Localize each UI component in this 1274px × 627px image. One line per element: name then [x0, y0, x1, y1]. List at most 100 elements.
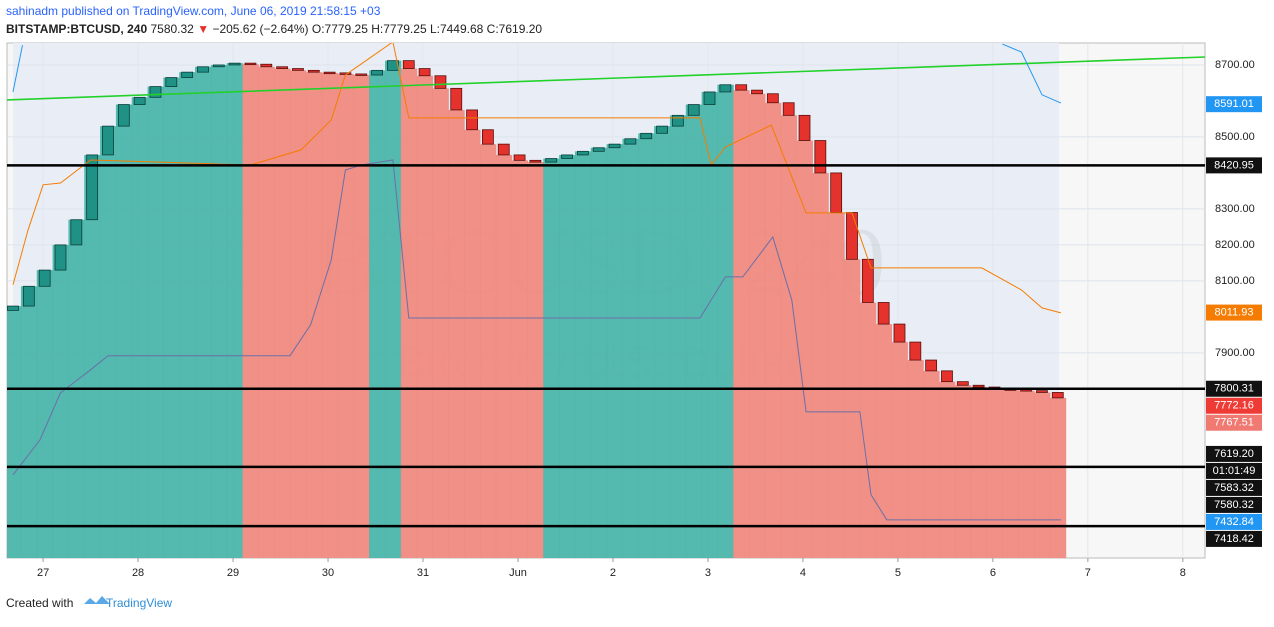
price-label: 01:01:49 [1213, 465, 1256, 477]
candle-body [165, 77, 178, 87]
footer-created: Created with [6, 596, 73, 610]
price-label-box [1206, 304, 1262, 321]
area-segment [163, 77, 180, 558]
candle-body [70, 219, 83, 246]
area-segment [1002, 389, 1019, 558]
candle-body [7, 305, 19, 311]
candle-body [529, 159, 542, 163]
area-segment [464, 129, 481, 558]
candle-body [482, 129, 494, 145]
area-segment [970, 387, 988, 558]
candle-body [355, 73, 368, 76]
area-segment [1049, 397, 1067, 558]
x-tick-label: Jun [509, 567, 527, 579]
area-segment [1018, 390, 1035, 558]
candle-body [972, 384, 985, 388]
candle-layer [7, 60, 1064, 399]
candle-body [592, 147, 605, 152]
symbol: BITSTAMP:BTCUSD, 240 [6, 22, 147, 36]
y-tick-label: 8200.00 [1215, 239, 1255, 251]
x-tick-label: 27 [37, 567, 49, 579]
price-label-box [1206, 479, 1262, 496]
area-segment [590, 147, 608, 558]
change: −205.62 (−2.64%) [212, 22, 308, 36]
candle-body [228, 62, 241, 66]
candle-body [561, 154, 573, 159]
area-segment [1034, 392, 1051, 558]
candle-body [846, 212, 858, 260]
candle-body [576, 150, 589, 156]
x-tick-label: 6 [990, 567, 996, 579]
candle-body [703, 91, 716, 105]
overlay-line [12, 43, 1062, 314]
area-segment [179, 72, 196, 558]
price-label-box [1206, 397, 1262, 414]
area-segment [923, 370, 940, 558]
area-segment [986, 388, 1003, 558]
area-segment [84, 154, 101, 558]
candle-body [418, 68, 431, 77]
x-tick-label: 28 [132, 567, 144, 579]
x-tick-label: 8 [1180, 567, 1186, 579]
candle-body [1051, 392, 1064, 399]
area-segment [369, 70, 386, 558]
candle-body [893, 323, 906, 343]
area-segment [400, 68, 418, 558]
candle-body [323, 71, 336, 75]
publisher-text: sahinadm published on TradingView.com, J… [6, 4, 381, 18]
price-label-box [1206, 157, 1262, 174]
candle-body [117, 104, 130, 127]
area-segment [385, 60, 402, 558]
header: sahinadm published on TradingView.com, J… [6, 4, 542, 36]
x-tick-label: 4 [800, 567, 806, 579]
x-tick-label: 29 [227, 567, 239, 579]
candle-body [307, 69, 320, 73]
price-label-box [1206, 414, 1262, 431]
price-label: 7772.16 [1214, 400, 1254, 412]
x-tick-label: 7 [1085, 567, 1091, 579]
candle-body [260, 63, 273, 68]
price-label-box [1206, 380, 1262, 397]
candle-body [608, 143, 621, 149]
candle-body [925, 359, 938, 372]
candle-body [735, 84, 748, 91]
y-tick-label: 8300.00 [1215, 203, 1255, 215]
candle-body [877, 302, 890, 325]
price-label: 7583.32 [1214, 482, 1254, 494]
candle-body [497, 143, 510, 156]
change-arrow: ▼ [197, 22, 209, 36]
candle-body [766, 93, 779, 104]
candle-body [814, 140, 827, 174]
overlay-line [7, 56, 1205, 101]
candle-body [149, 86, 162, 98]
candle-body [671, 114, 684, 127]
area-segment [52, 244, 69, 558]
x-tick-label: 5 [895, 567, 901, 579]
candle-body [545, 158, 558, 163]
area-segment [416, 75, 434, 558]
area-segment [195, 66, 212, 558]
candle-body [371, 69, 384, 76]
candle-body [244, 62, 257, 66]
price-label: 7800.31 [1214, 383, 1254, 395]
area-segment [274, 68, 291, 558]
area-segment [479, 144, 497, 558]
area-segment [543, 158, 560, 558]
candle-body [133, 96, 146, 105]
x-tick-label: 2 [610, 567, 616, 579]
candle-body [292, 68, 304, 71]
candle-body [197, 66, 209, 73]
area-layer [7, 60, 1067, 558]
footer-brand[interactable]: TradingView [106, 596, 172, 610]
area-segment [685, 104, 703, 558]
area-segment [321, 72, 339, 558]
area-segment [796, 140, 813, 558]
area-segment [7, 306, 22, 558]
candle-body [719, 84, 732, 93]
y-tick-label: 8500.00 [1215, 131, 1255, 143]
candle-body [181, 71, 194, 78]
price-label: 7580.32 [1214, 499, 1254, 511]
overlay-line [1002, 43, 1062, 104]
price-label-box [1206, 96, 1262, 113]
price-label-box [1206, 462, 1262, 479]
